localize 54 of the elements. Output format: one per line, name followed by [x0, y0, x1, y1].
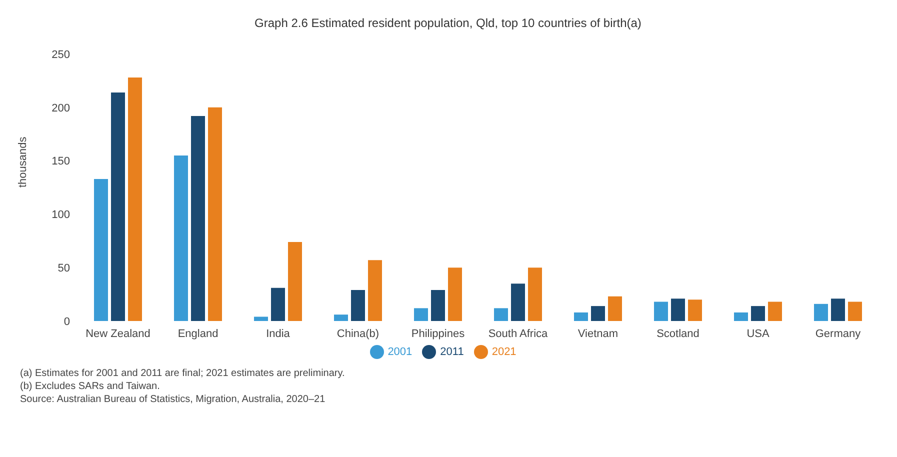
bar: [768, 302, 782, 321]
y-tick-label: 200: [52, 102, 70, 114]
bar: [608, 296, 622, 321]
x-tick-label: USA: [746, 328, 770, 340]
text: (a) Estimates for 2001 and 2011 are final; 2021 estimates are preliminary.: [20, 368, 346, 379]
text: (b) Excludes SARs and Taiwan.: [20, 381, 161, 392]
bar: [128, 77, 142, 321]
x-tick-label: England: [178, 328, 218, 340]
bar: [94, 178, 108, 321]
y-tick-label: 50: [58, 262, 70, 275]
bar: [494, 308, 508, 321]
bar: [814, 304, 828, 321]
x-tick-label: Philippines: [411, 328, 466, 340]
legend-label: 2001: [388, 346, 412, 358]
bar: [528, 268, 542, 321]
x-tick-label: South Africa: [488, 328, 549, 340]
x-tick-label: Germany: [815, 328, 862, 340]
legend-label: 2021: [492, 346, 516, 358]
y-axis-title: thousands: [16, 136, 29, 188]
x-tick-label: Vietnam: [578, 328, 618, 340]
x-tick-label: China(b): [336, 328, 380, 340]
bar: [511, 284, 525, 321]
y-tick-label: 0: [64, 316, 70, 328]
bar: [368, 260, 382, 321]
source-note: Source: Australian Bureau of Statistics, Migration, Australia, 2020–21: [20, 394, 326, 405]
bar: [574, 312, 588, 321]
bar: [174, 155, 188, 321]
bar: [254, 316, 268, 321]
chart-title: Graph 2.6 Estimated resident population, Qld, top 10 countries of birth(a): [254, 15, 642, 32]
bar: [831, 298, 845, 321]
bar: [208, 107, 222, 321]
bar: [351, 290, 365, 321]
x-tick-label: India: [266, 328, 291, 340]
bar: [414, 308, 428, 321]
bar: [654, 302, 668, 321]
bar: [591, 306, 605, 321]
legend-label: 2011: [440, 346, 464, 358]
y-tick-label: 150: [52, 156, 70, 168]
bar: [448, 268, 462, 321]
y-tick-label: 250: [52, 48, 70, 61]
bar: [191, 116, 205, 321]
bar: [751, 306, 765, 321]
bar: [111, 92, 125, 321]
bar: [734, 312, 748, 321]
x-tick-label: New Zealand: [86, 328, 150, 340]
y-tick-label: 100: [52, 209, 70, 222]
bar: [431, 290, 445, 321]
x-tick-label: Scotland: [656, 328, 700, 340]
bar: [848, 302, 862, 321]
bar: [688, 300, 702, 321]
bar: [271, 288, 285, 321]
bar: [671, 298, 685, 321]
bar: [334, 314, 348, 321]
bar: [288, 242, 302, 321]
